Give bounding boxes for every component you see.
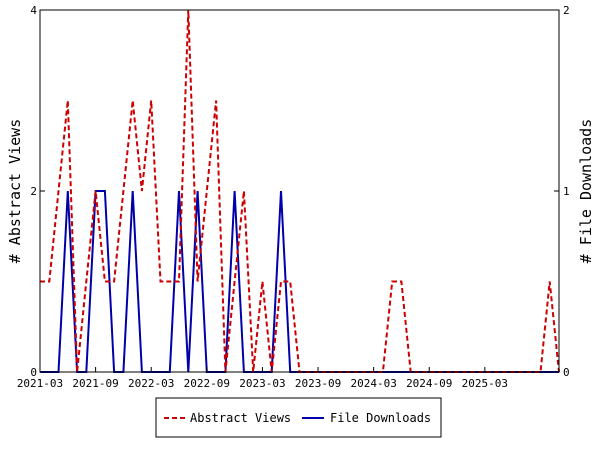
x-axis: 2021-03 2021-09 2022-03 2022-09 2023-03 2023-…: [17, 367, 508, 390]
y-axis-left-title: # Abstract Views: [6, 119, 24, 264]
series-line-file-downloads: [40, 190, 559, 373]
y-axis-left: 0 2 4: [30, 4, 45, 379]
y-left-tick-label: 2: [30, 185, 37, 198]
x-tick-label: 2025-03: [462, 377, 508, 390]
series-layer: [40, 9, 560, 373]
plot-frame: [39, 9, 560, 373]
x-tick-label: 2024-03: [350, 377, 396, 390]
y-left-tick-label: 0: [30, 366, 37, 379]
legend-box: [155, 397, 442, 438]
y-axis-right-title: # File Downloads: [577, 119, 595, 264]
y-right-tick-label: 1: [563, 185, 570, 198]
y-right-tick-label: 0: [563, 366, 570, 379]
x-tick-label: 2021-03: [17, 377, 63, 390]
x-tick-label: 2021-09: [72, 377, 118, 390]
legend-label-abstract-views: Abstract Views: [190, 411, 291, 425]
y-axis-right: 0 1 2: [554, 4, 570, 379]
y-right-tick-label: 2: [563, 4, 570, 17]
legend-label-file-downloads: File Downloads: [330, 411, 431, 425]
x-tick-label: 2022-09: [184, 377, 230, 390]
legend: Abstract Views File Downloads: [155, 397, 442, 438]
series-line-abstract-views: [40, 9, 560, 373]
x-tick-label: 2023-09: [295, 377, 341, 390]
x-tick-label: 2022-03: [128, 377, 174, 390]
x-tick-label: 2023-03: [239, 377, 285, 390]
y-left-tick-label: 4: [30, 4, 37, 17]
x-tick-label: 2024-09: [406, 377, 452, 390]
